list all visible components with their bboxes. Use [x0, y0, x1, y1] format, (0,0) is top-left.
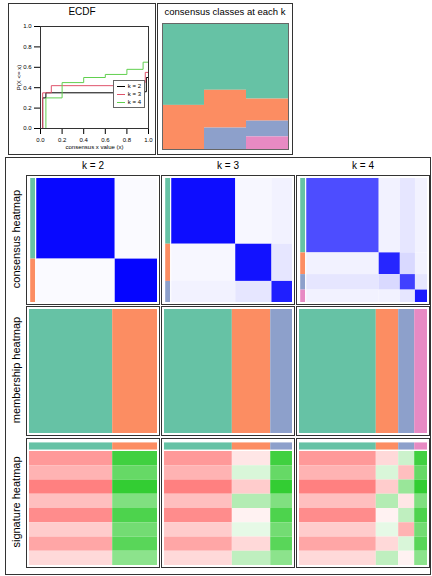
html-text:k = 2: k = 2: [127, 83, 141, 89]
html-text:k = 3: k = 3: [127, 91, 141, 97]
svg-text:1.0: 1.0: [144, 137, 153, 143]
html-text:membership heatmap: membership heatmap: [10, 316, 22, 424]
svg-text:0.6: 0.6: [101, 137, 110, 143]
svg-text:P(X <= x): P(X <= x): [16, 65, 22, 90]
svg-text:0.0: 0.0: [36, 137, 45, 143]
html-text:consensus classes at each k: consensus classes at each k: [164, 6, 286, 17]
html-text:k = 4: k = 4: [127, 99, 141, 105]
svg-text:1.0: 1.0: [23, 23, 32, 29]
html-text:k = 3: k = 3: [217, 160, 239, 171]
svg-text:0.4: 0.4: [23, 85, 32, 91]
svg-text:consensus x value (x): consensus x value (x): [65, 144, 123, 150]
html-text:consensus heatmap: consensus heatmap: [10, 189, 22, 289]
svg-text:0.4: 0.4: [80, 137, 89, 143]
svg-text:0.6: 0.6: [23, 64, 32, 70]
svg-text:0.8: 0.8: [123, 137, 132, 143]
svg-text:0.2: 0.2: [23, 105, 32, 111]
svg-text:0.0: 0.0: [23, 125, 32, 131]
svg-text:0.2: 0.2: [58, 137, 67, 143]
html-text:ECDF: ECDF: [68, 6, 96, 17]
html-text:signature heatmap: signature heatmap: [10, 456, 22, 548]
svg-text:0.8: 0.8: [23, 44, 32, 50]
html-text:k = 2: k = 2: [82, 160, 104, 171]
html-text:k = 4: k = 4: [352, 160, 374, 171]
